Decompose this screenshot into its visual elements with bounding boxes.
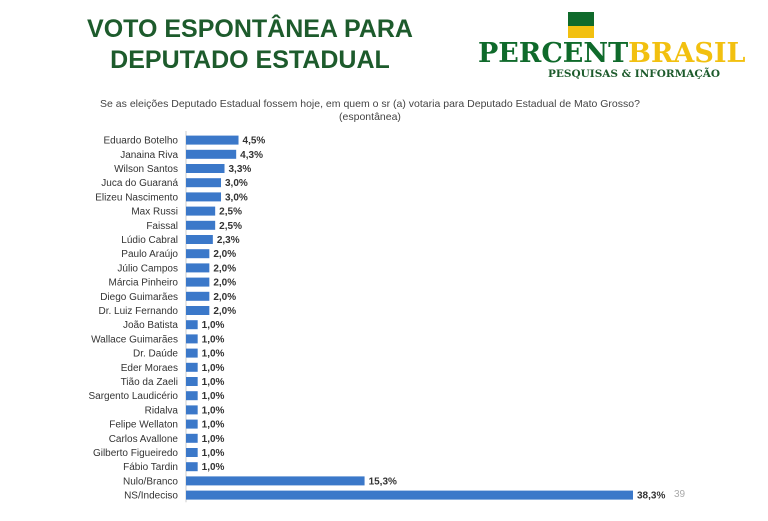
bar: [186, 362, 198, 372]
value-label: 1,0%: [202, 405, 225, 416]
category-label: Janaina Riva: [120, 150, 178, 161]
percent-brasil-logo: PERCENTBRASIL PESQUISAS & INFORMAÇÃO: [478, 12, 746, 82]
category-label: NS/Indeciso: [124, 491, 178, 502]
value-label: 1,0%: [202, 391, 225, 402]
category-label: Sargento Laudicério: [88, 391, 178, 402]
value-label: 38,3%: [637, 491, 665, 502]
category-label: Dr. Daúde: [133, 349, 178, 360]
category-label: Juca do Guaraná: [101, 178, 178, 189]
value-label: 1,0%: [202, 334, 225, 345]
category-label: Paulo Araújo: [121, 249, 178, 260]
bar: [186, 249, 210, 259]
category-label: Eder Moraes: [121, 363, 178, 374]
category-label: Felipe Wellaton: [109, 420, 178, 431]
category-label: Nulo/Branco: [123, 476, 178, 487]
bar: [186, 334, 198, 344]
value-label: 2,3%: [217, 235, 240, 246]
category-label: Tião da Zaeli: [121, 377, 178, 388]
value-label: 1,0%: [202, 462, 225, 473]
value-label: 2,5%: [219, 221, 242, 232]
category-label: Faissal: [146, 221, 178, 232]
value-label: 4,3%: [240, 150, 263, 161]
logo-name: PERCENTBRASIL: [478, 38, 746, 69]
category-label: Júlio Campos: [117, 263, 178, 274]
page-number: 39: [674, 489, 686, 500]
value-label: 1,0%: [202, 363, 225, 374]
value-label: 1,0%: [202, 320, 225, 331]
value-label: 2,0%: [213, 249, 236, 260]
bar: [186, 178, 222, 188]
logo-flag-icon: [568, 12, 594, 38]
bar: [186, 164, 225, 173]
value-label: 2,0%: [213, 292, 236, 303]
value-label: 3,0%: [225, 192, 248, 203]
value-label: 2,0%: [213, 278, 236, 289]
bar: [186, 377, 198, 386]
category-label: Diego Guimarães: [100, 292, 178, 303]
category-label: Carlos Avallone: [109, 434, 179, 445]
logo-tagline: PESQUISAS & INFORMAÇÃO: [548, 68, 721, 80]
bar: [186, 235, 213, 244]
bar: [186, 135, 239, 145]
category-label: Dr. Luiz Fernando: [99, 306, 179, 317]
bar: [186, 320, 198, 330]
bar: [186, 405, 198, 415]
bar: [186, 419, 198, 429]
value-label: 15,3%: [369, 476, 397, 487]
category-label: Eduardo Botelho: [103, 136, 178, 147]
bar: [186, 277, 210, 287]
bar: [186, 391, 198, 401]
category-label: Elizeu Nascimento: [95, 192, 178, 203]
value-label: 2,0%: [213, 306, 236, 317]
value-label: 2,5%: [219, 207, 242, 218]
value-label: 1,0%: [202, 349, 225, 360]
bar: [186, 206, 216, 216]
category-label: Márcia Pinheiro: [109, 278, 179, 289]
bar: [186, 306, 210, 315]
bar: [186, 490, 633, 500]
value-label: 4,5%: [243, 136, 266, 147]
bar: [186, 348, 198, 358]
category-label: Fábio Tardin: [123, 462, 178, 473]
category-label: Ridalva: [145, 405, 179, 416]
bar: [186, 263, 210, 273]
page-title: VOTO ESPONTÂNEA PARA DEPUTADO ESTADUAL: [87, 15, 413, 74]
bar: [186, 291, 210, 301]
category-label: João Batista: [123, 320, 178, 331]
value-label: 1,0%: [202, 434, 225, 445]
value-label: 3,0%: [225, 178, 248, 189]
category-label: Wilson Santos: [114, 164, 178, 175]
value-label: 1,0%: [202, 377, 225, 388]
bar: [186, 220, 216, 230]
category-label: Gilberto Figueiredo: [93, 448, 178, 459]
logo-name-part1: PERCENT: [478, 38, 629, 69]
category-label: Lúdio Cabral: [121, 235, 178, 246]
value-label: 1,0%: [202, 420, 225, 431]
bar: [186, 448, 198, 457]
logo-name-part2: BRASIL: [628, 38, 746, 69]
bar: [186, 192, 222, 202]
category-label: Max Russi: [131, 207, 178, 218]
bar: [186, 476, 365, 486]
bar: [186, 462, 198, 472]
value-label: 1,0%: [202, 448, 225, 459]
category-label: Wallace Guimarães: [91, 334, 178, 345]
bar: [186, 433, 198, 443]
value-label: 3,3%: [229, 164, 252, 175]
value-label: 2,0%: [213, 263, 236, 274]
bar: [186, 149, 237, 159]
chart-question: Se as eleições Deputado Estadual fossem …: [100, 98, 640, 123]
